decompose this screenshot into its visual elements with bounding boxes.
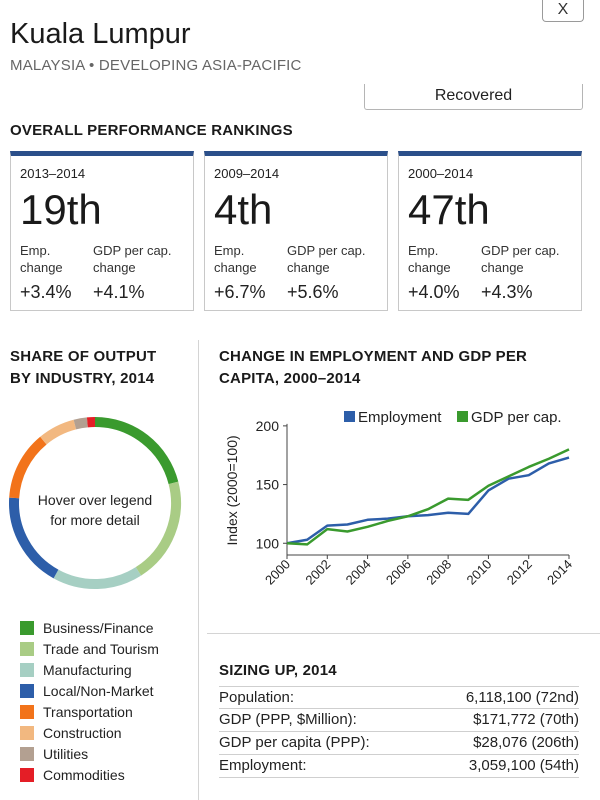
- sizing-value: 6,118,100 (72nd): [465, 689, 579, 706]
- chart-legend-label: Employment: [358, 409, 442, 426]
- column-divider: [198, 340, 199, 800]
- gdp-change-label: GDP per cap. change: [481, 243, 560, 275]
- x-tick-label: 2010: [463, 557, 494, 588]
- emp-change-label: Emp. change: [20, 243, 63, 275]
- legend-swatch: [20, 683, 34, 698]
- y-axis-label: Index (2000=100): [224, 435, 240, 545]
- ranking-value: 19th: [20, 186, 102, 233]
- x-tick-label: 2014: [544, 557, 575, 588]
- donut-segment-business-finance[interactable]: [94, 417, 179, 485]
- page-title: Kuala Lumpur: [10, 18, 191, 50]
- legend-item-manufacturing[interactable]: Manufacturing: [20, 659, 159, 680]
- chart-legend-swatch: [457, 411, 468, 422]
- ranking-period: 2000–2014: [408, 166, 474, 181]
- series-line-gdp-per-cap: [286, 448, 570, 546]
- legend-item-business-finance[interactable]: Business/Finance: [20, 617, 159, 638]
- sizing-value: $171,772 (70th): [473, 711, 579, 728]
- gdp-change-value: +5.6%: [287, 282, 339, 302]
- sizing-label: Employment:: [219, 757, 307, 774]
- emp-change-value: +3.4%: [20, 282, 72, 302]
- series-line-employment: [286, 456, 570, 545]
- y-tick-label: 150: [256, 477, 280, 493]
- y-tick-label: 200: [256, 418, 280, 434]
- emp-change-label: Emp. change: [214, 243, 257, 275]
- x-tick-label: 2006: [383, 557, 414, 588]
- ranking-card: 2009–2014 4th Emp. change GDP per cap. cha…: [204, 151, 388, 311]
- legend-swatch: [20, 767, 34, 782]
- legend-item-transportation[interactable]: Transportation: [20, 701, 159, 722]
- emp-change-label: Emp. change: [408, 243, 451, 275]
- donut-segment-local-non-market[interactable]: [9, 497, 59, 579]
- sizing-value: $28,076 (206th): [473, 734, 579, 751]
- donut-segment-transportation[interactable]: [9, 436, 47, 499]
- employment-gdp-line-chart: 100 150 200 2000 2002 2004 2006 2008 2010 2012 201…: [224, 409, 575, 588]
- sizing-row-gdp: GDP (PPP, $Million): $171,772 (70th): [219, 709, 579, 732]
- x-tick-label: 2008: [423, 557, 454, 588]
- industry-donut-chart: [9, 417, 181, 589]
- ranking-period: 2013–2014: [20, 166, 86, 181]
- donut-segment-construction[interactable]: [40, 419, 77, 445]
- legend-swatch: [20, 662, 34, 677]
- sizing-label: Population:: [219, 689, 295, 706]
- page-subtitle: MALAYSIA • DEVELOPING ASIA-PACIFIC: [10, 57, 302, 74]
- sizing-row-population: Population: 6,118,100 (72nd): [219, 686, 579, 709]
- donut-segment-trade-and-tourism[interactable]: [135, 481, 181, 576]
- sizing-row-employment: Employment: 3,059,100 (54th): [219, 755, 579, 778]
- gdp-change-label: GDP per cap. change: [93, 243, 172, 275]
- ranking-card: 2013–2014 19th Emp. change GDP per cap. ch…: [10, 151, 194, 311]
- legend-item-commodities[interactable]: Commodities: [20, 764, 159, 785]
- ranking-value: 47th: [408, 186, 490, 233]
- section-divider: [207, 633, 600, 634]
- rankings-heading: OVERALL PERFORMANCE RANKINGS: [10, 122, 293, 139]
- legend-swatch: [20, 641, 34, 656]
- industry-legend: Business/Finance Trade and Tourism Manuf…: [20, 617, 159, 785]
- ranking-card: 2000–2014 47th Emp. change GDP per cap. ch…: [398, 151, 582, 311]
- legend-item-utilities[interactable]: Utilities: [20, 743, 159, 764]
- legend-item-trade-tourism[interactable]: Trade and Tourism: [20, 638, 159, 659]
- sizing-heading: SIZING UP, 2014: [219, 662, 337, 679]
- emp-change-value: +6.7%: [214, 282, 266, 302]
- x-tick-label: 2000: [262, 557, 293, 588]
- legend-swatch: [20, 746, 34, 761]
- sizing-label: GDP per capita (PPP):: [219, 734, 370, 751]
- sizing-row-gdp-per-capita: GDP per capita (PPP): $28,076 (206th): [219, 732, 579, 755]
- x-tick-label: 2002: [302, 557, 333, 588]
- legend-swatch: [20, 725, 34, 740]
- legend-item-local-non-market[interactable]: Local/Non-Market: [20, 680, 159, 701]
- x-tick-label: 2012: [504, 557, 535, 588]
- gdp-change-value: +4.3%: [481, 282, 533, 302]
- donut-segment-manufacturing[interactable]: [53, 567, 142, 589]
- emp-change-value: +4.0%: [408, 282, 460, 302]
- legend-item-construction[interactable]: Construction: [20, 722, 159, 743]
- chart-legend-label: GDP per cap.: [471, 409, 562, 426]
- close-button[interactable]: X: [542, 0, 584, 22]
- y-tick-label: 100: [256, 535, 280, 551]
- sizing-label: GDP (PPP, $Million):: [219, 711, 357, 728]
- legend-swatch: [20, 704, 34, 719]
- status-badge: Recovered: [364, 84, 583, 110]
- gdp-change-label: GDP per cap. change: [287, 243, 366, 275]
- chart-heading: CHANGE IN EMPLOYMENT AND GDP PER CAPITA, …: [219, 348, 528, 387]
- industry-heading: SHARE OF OUTPUT BY INDUSTRY, 2014: [10, 348, 157, 387]
- legend-swatch: [20, 620, 34, 635]
- sizing-value: 3,059,100 (54th): [468, 757, 579, 774]
- donut-hint: Hover over legend for more detail: [37, 492, 153, 528]
- chart-legend-swatch: [344, 411, 355, 422]
- ranking-value: 4th: [214, 186, 273, 233]
- x-tick-label: 2004: [343, 557, 374, 588]
- gdp-change-value: +4.1%: [93, 282, 145, 302]
- donut-segment-utilities[interactable]: [73, 417, 88, 430]
- sizing-table: Population: 6,118,100 (72nd) GDP (PPP, $M…: [219, 686, 579, 778]
- ranking-period: 2009–2014: [214, 166, 280, 181]
